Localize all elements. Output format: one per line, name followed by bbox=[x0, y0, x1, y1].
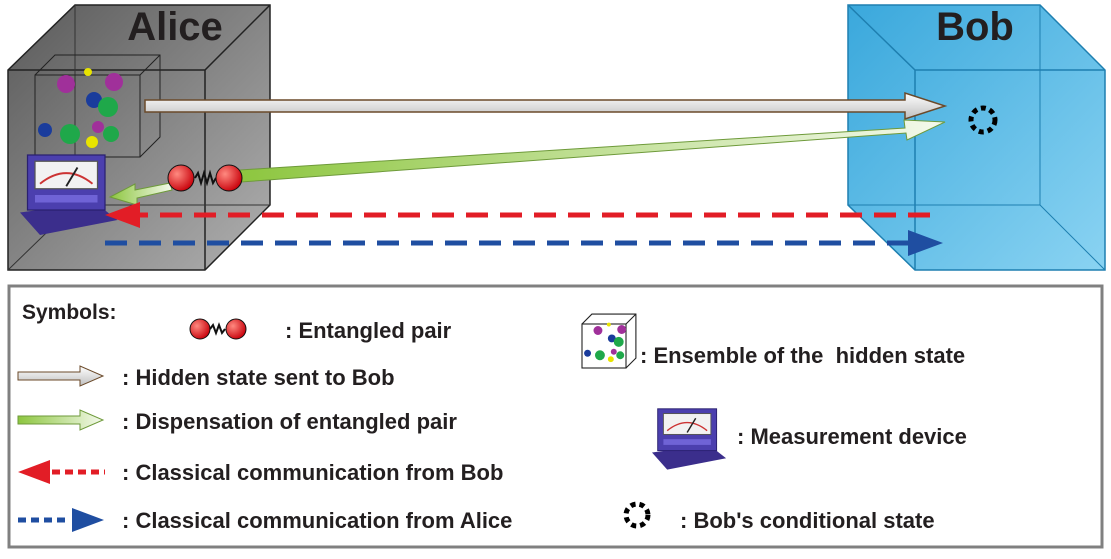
conditional-state bbox=[968, 105, 998, 135]
bob-label: Bob bbox=[936, 5, 1014, 49]
legend-item: : Measurement device bbox=[737, 424, 967, 449]
legend-item: : Hidden state sent to Bob bbox=[122, 365, 395, 390]
legend-item: : Classical communication from Alice bbox=[122, 508, 512, 533]
legend-entangled-icon bbox=[189, 318, 247, 340]
hidden-state-arrow bbox=[144, 91, 948, 121]
legend-ensemble-icon bbox=[581, 313, 637, 369]
legend-item: : Ensemble of the hidden state bbox=[640, 343, 965, 368]
legend-hidden-icon bbox=[17, 365, 105, 387]
arrow-head bbox=[105, 202, 140, 228]
arrow-head bbox=[908, 230, 943, 256]
legend-title: Symbols: bbox=[22, 301, 117, 324]
legend-item: : Classical communication from Bob bbox=[122, 460, 503, 485]
entangled-pair bbox=[167, 164, 243, 192]
alice-label: Alice bbox=[127, 5, 223, 49]
legend-dispensation-icon bbox=[17, 409, 105, 431]
legend-conditional-icon bbox=[623, 501, 651, 529]
legend-blue-icon bbox=[72, 508, 104, 532]
legend-item: : Bob's conditional state bbox=[680, 508, 935, 533]
legend-item: : Dispensation of entangled pair bbox=[122, 409, 457, 434]
legend-red-icon bbox=[18, 460, 50, 484]
legend-item: : Entangled pair bbox=[285, 318, 452, 343]
dispensation-arrow bbox=[239, 119, 946, 183]
dispensation-arrow-small bbox=[108, 182, 173, 206]
